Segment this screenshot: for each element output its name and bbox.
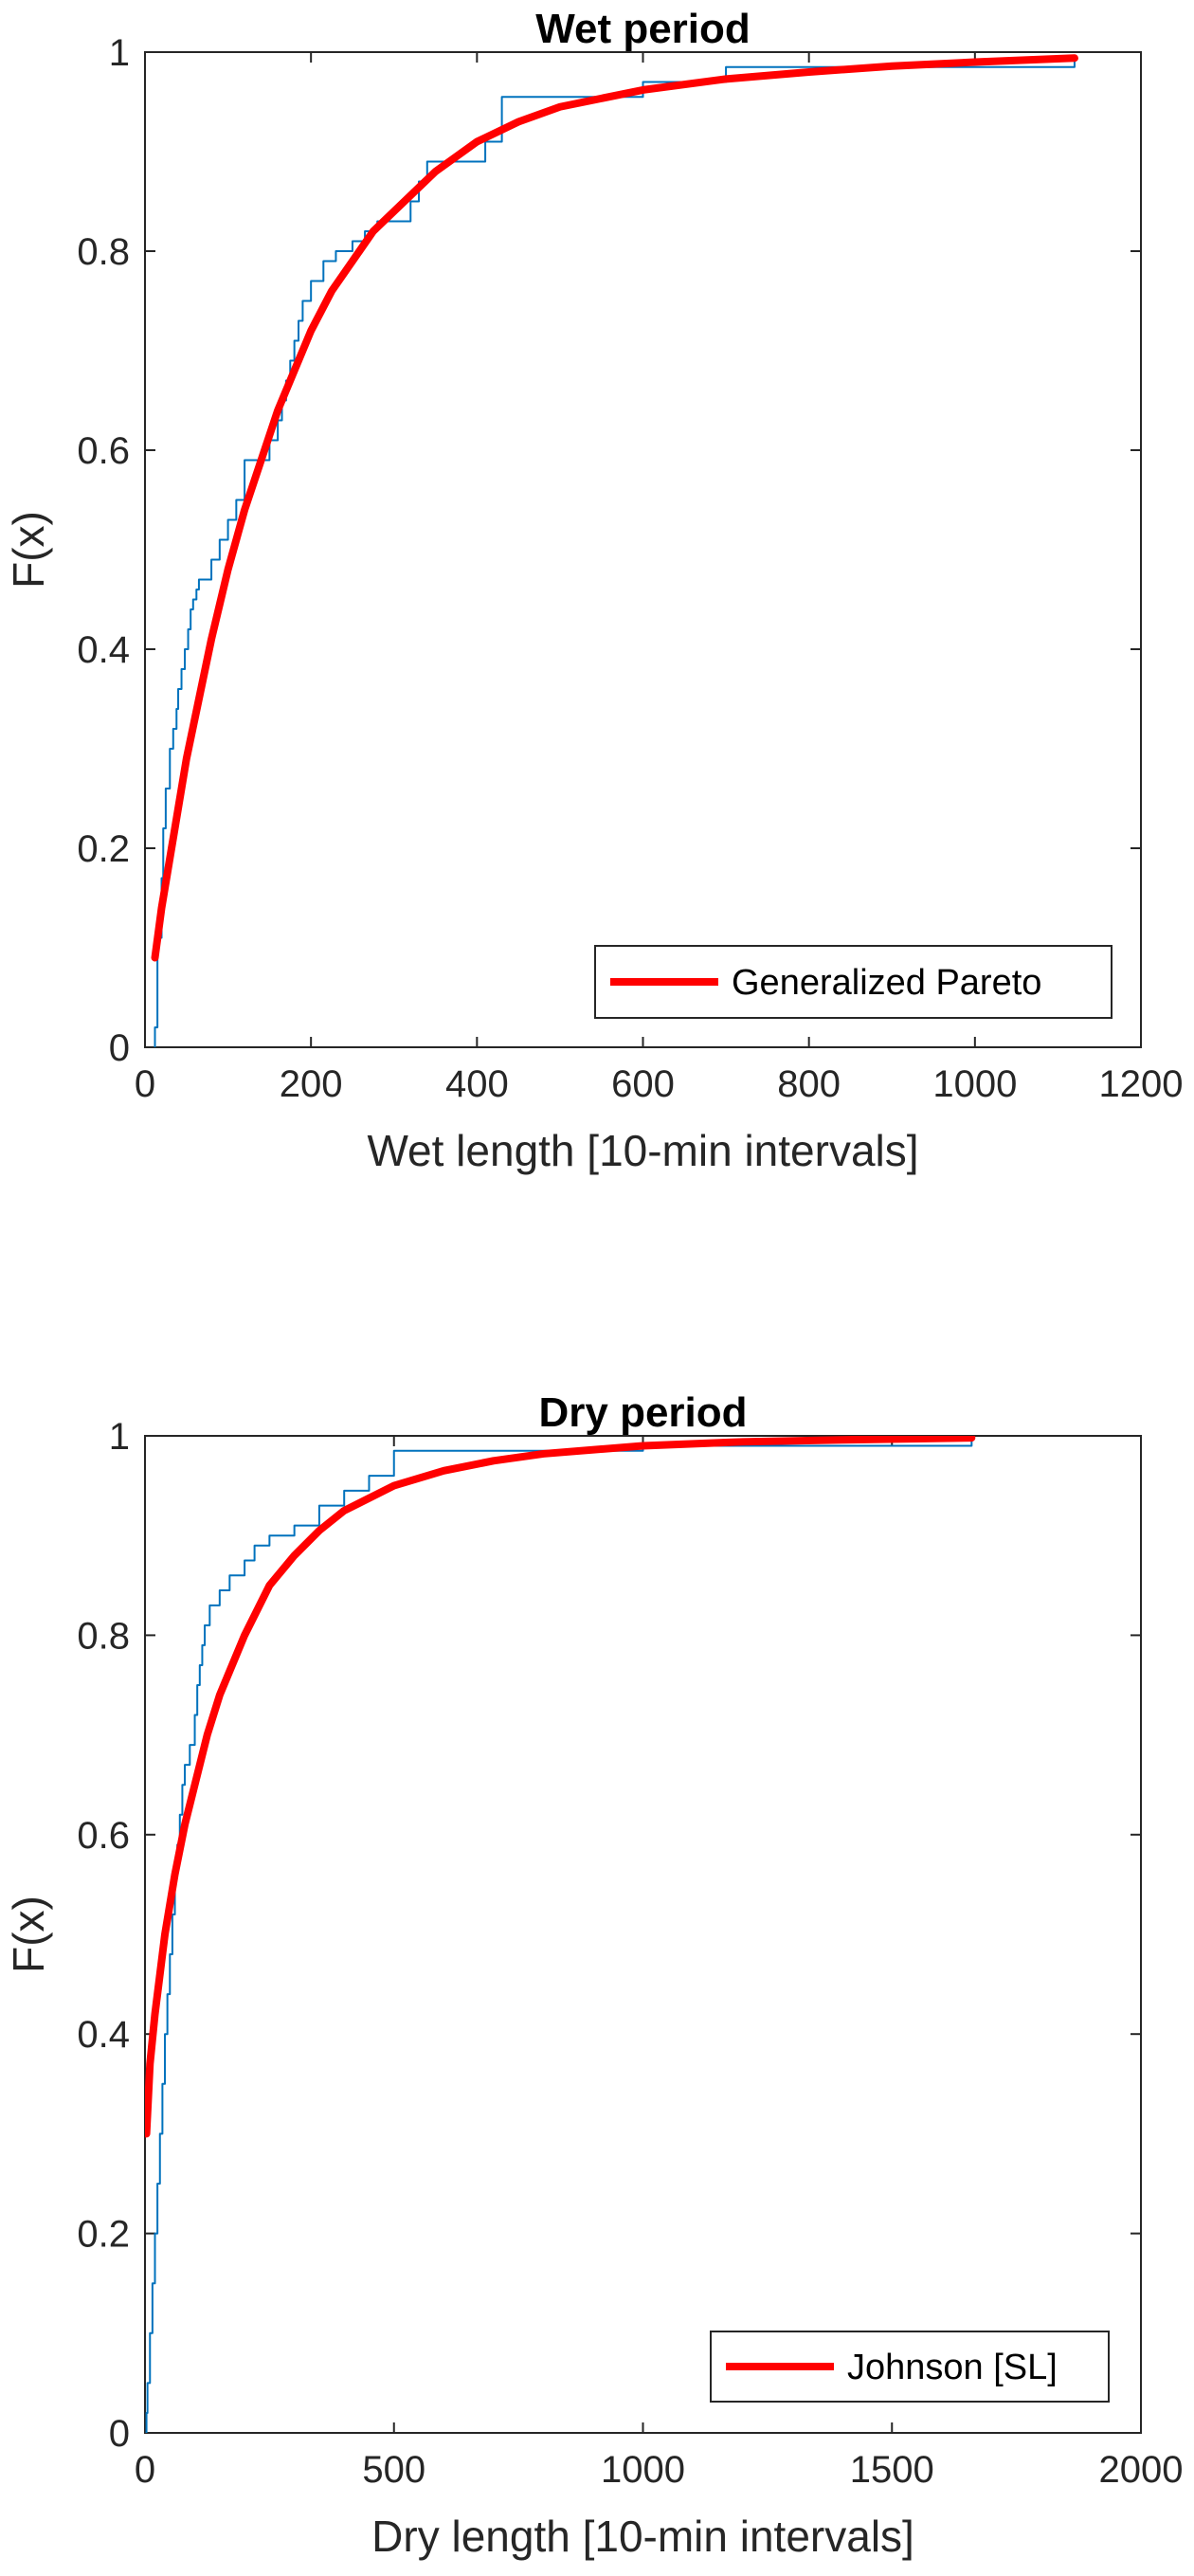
chart-1-plot-area <box>144 51 1142 1048</box>
chart-2-x-tick-label: 0 <box>135 2449 155 2491</box>
chart-1-x-tick-label: 0 <box>135 1063 155 1105</box>
chart-1-x-tick-label: 200 <box>280 1063 343 1105</box>
chart-1-y-tick-label: 0 <box>109 1027 130 1069</box>
chart-2-y-tick-label: 0.4 <box>77 2014 130 2056</box>
chart-2-x-tick-label: 2000 <box>1099 2449 1184 2491</box>
chart-1-x-tick-label: 400 <box>445 1063 509 1105</box>
chart-1-x-tick-label: 1000 <box>932 1063 1017 1105</box>
chart-1-x-tick-label: 1200 <box>1099 1063 1184 1105</box>
chart-2-y-tick-label: 0.6 <box>77 1815 130 1857</box>
chart-1-y-axis-label: F(x) <box>4 511 53 589</box>
chart-1-title: Wet period <box>535 6 751 52</box>
chart-2-y-tick-label: 0.2 <box>77 2214 130 2256</box>
chart-1-fitted-cdf-line <box>151 54 1078 962</box>
chart-1-legend-label: Generalized Pareto <box>732 963 1041 1003</box>
chart-1-y-tick-label: 0.4 <box>77 629 130 671</box>
chart-2-plot-area <box>144 1435 1142 2434</box>
chart-2-fitted-cdf-line <box>145 1436 976 2138</box>
chart-2-y-tick-label: 0.8 <box>77 1615 130 1657</box>
chart-1-y-tick-label: 0.2 <box>77 828 130 870</box>
chart-2-x-tick-label: 1000 <box>601 2449 685 2491</box>
chart-2-x-tick-label: 500 <box>362 2449 425 2491</box>
chart-1-y-tick-label: 0.6 <box>77 430 130 472</box>
chart-2-x-axis-label: Dry length [10-min intervals] <box>371 2512 914 2561</box>
chart-1: 0 200 400 600 800 1000 1200 0 0.2 0.4 0.6 0.8 1 Wet p… <box>4 6 1183 1175</box>
chart-1-x-tick-label: 800 <box>777 1063 841 1105</box>
chart-1-y-tick-label: 0.8 <box>77 231 130 273</box>
chart-2-y-axis-label: F(x) <box>4 1896 53 1973</box>
chart-2-empirical-cdf-line <box>145 1440 973 2433</box>
chart-2-legend: Johnson [SL] <box>710 2331 1110 2403</box>
chart-2-title: Dry period <box>538 1389 747 1436</box>
chart-2-x-tick-label: 1500 <box>850 2449 934 2491</box>
chart-1-x-axis-label: Wet length [10-min intervals] <box>367 1126 918 1175</box>
chart-1-legend: Generalized Pareto <box>594 945 1113 1019</box>
chart-1-x-tick-label: 600 <box>611 1063 675 1105</box>
chart-2-y-tick-label: 1 <box>109 1416 130 1458</box>
chart-2-y-tick-label: 0 <box>109 2413 130 2455</box>
chart-2: 0 500 1000 1500 2000 0 0.2 0.4 0.6 0.8 1 Dry period… <box>4 1389 1183 2561</box>
chart-1-y-tick-label: 1 <box>109 32 130 74</box>
chart-2-legend-label: Johnson [SL] <box>847 2348 1058 2387</box>
